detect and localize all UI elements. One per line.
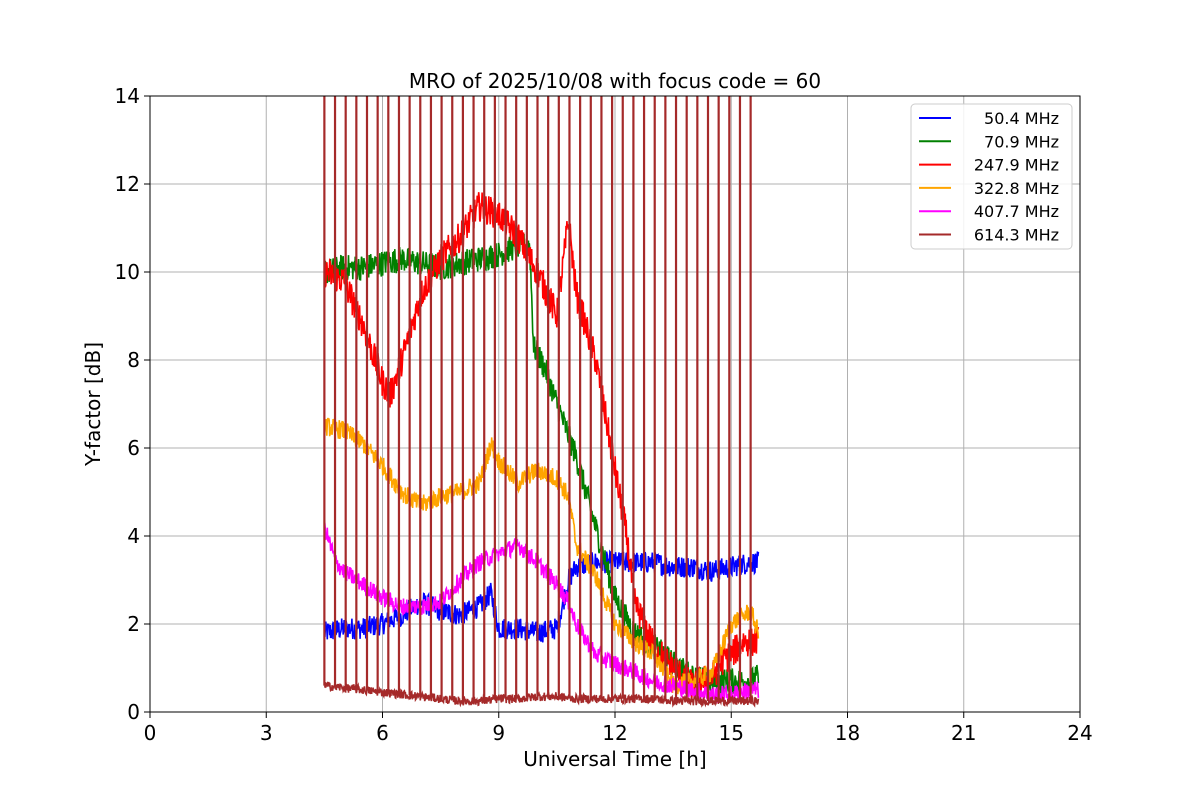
series-line bbox=[323, 417, 760, 695]
legend: 50.4 MHz 70.9 MHz 247.9 MHz 322.8 MHz 407.7 … bbox=[910, 103, 1073, 250]
plot-area bbox=[323, 96, 760, 708]
legend-label: 407.7 MHz bbox=[974, 202, 1059, 221]
x-axis-label: Universal Time [h] bbox=[523, 747, 706, 771]
y-tick-label: 2 bbox=[127, 612, 140, 636]
y-tick-label: 14 bbox=[115, 84, 140, 108]
legend-label: 247.9 MHz bbox=[974, 156, 1059, 175]
legend-box bbox=[910, 103, 1073, 250]
x-tick-label: 21 bbox=[951, 721, 976, 745]
y-tick-label: 0 bbox=[127, 700, 140, 724]
x-tick-label: 6 bbox=[376, 721, 389, 745]
legend-label: 322.8 MHz bbox=[974, 179, 1059, 198]
legend-label: 50.4 MHz bbox=[984, 109, 1059, 128]
x-tick-label: 12 bbox=[602, 721, 627, 745]
x-tick-label: 24 bbox=[1067, 721, 1092, 745]
legend-label: 70.9 MHz bbox=[984, 132, 1059, 151]
x-tick-label: 9 bbox=[492, 721, 505, 745]
chart-title: MRO of 2025/10/08 with focus code = 60 bbox=[409, 69, 821, 93]
y-tick-label: 8 bbox=[127, 348, 140, 372]
x-tick-label: 15 bbox=[719, 721, 744, 745]
x-tick-label: 3 bbox=[260, 721, 273, 745]
y-tick-label: 12 bbox=[115, 172, 140, 196]
x-tick-label: 18 bbox=[835, 721, 860, 745]
y-tick-label: 4 bbox=[127, 524, 140, 548]
y-axis-label: Y-factor [dB] bbox=[81, 342, 105, 467]
y-tick-label: 10 bbox=[115, 260, 140, 284]
x-tick-label: 0 bbox=[144, 721, 157, 745]
legend-label: 614.3 MHz bbox=[974, 226, 1059, 245]
y-tick-label: 6 bbox=[127, 436, 140, 460]
